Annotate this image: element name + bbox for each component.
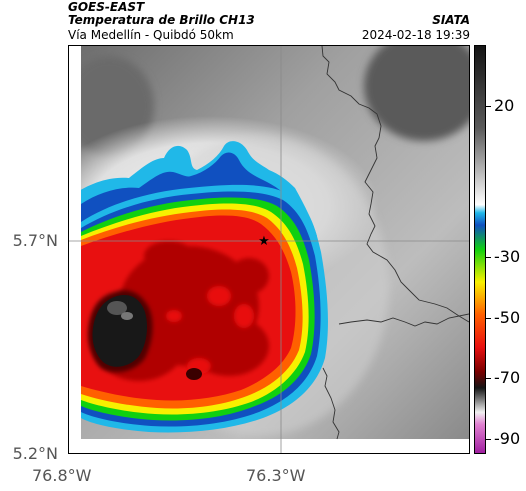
boundary-line-3 (322, 367, 340, 440)
region-label: Vía Medellín - Quibdó 50km (68, 28, 234, 42)
secondary-core (186, 368, 202, 380)
organization-label: SIATA (432, 13, 470, 27)
boundary-line-2 (338, 313, 469, 327)
map-canvas: ★ (69, 46, 469, 453)
core-highlight-2 (121, 312, 133, 320)
satellite-title: GOES-EAST (68, 0, 145, 14)
no-data-strip-left (69, 46, 81, 453)
boundary-line (321, 46, 469, 323)
colorbar-tick-label: 20 (494, 95, 515, 115)
colorbar-tick-label: -50 (494, 307, 521, 327)
cold-core (92, 294, 147, 367)
lat-label-5.2: 5.2°N (12, 444, 58, 463)
colorbar-tick (486, 378, 491, 380)
colorbar-tick (486, 105, 491, 107)
colorbar-tick (486, 317, 491, 319)
lon-label-76.3: 76.3°W (246, 466, 306, 485)
colorbar-tick (486, 257, 491, 259)
dark-cloud-patch (364, 46, 469, 141)
temperature-colorbar (474, 45, 486, 454)
satellite-map[interactable]: ★ (68, 45, 470, 454)
datetime-label: 2024-02-18 19:39 (361, 28, 470, 42)
colorbar-tick-label: -90 (494, 428, 521, 448)
red-spots (166, 286, 254, 374)
lat-label-5.7: 5.7°N (12, 231, 58, 250)
colorbar-tick-label: -30 (494, 247, 521, 267)
core-highlight (107, 301, 127, 315)
colorbar-tick (486, 438, 491, 440)
no-data-strip (69, 439, 469, 453)
lon-label-76.8: 76.8°W (32, 466, 92, 485)
product-title: Temperatura de Brillo CH13 (68, 13, 255, 27)
star-icon[interactable]: ★ (258, 234, 270, 249)
colorbar-tick-label: -70 (494, 368, 521, 388)
